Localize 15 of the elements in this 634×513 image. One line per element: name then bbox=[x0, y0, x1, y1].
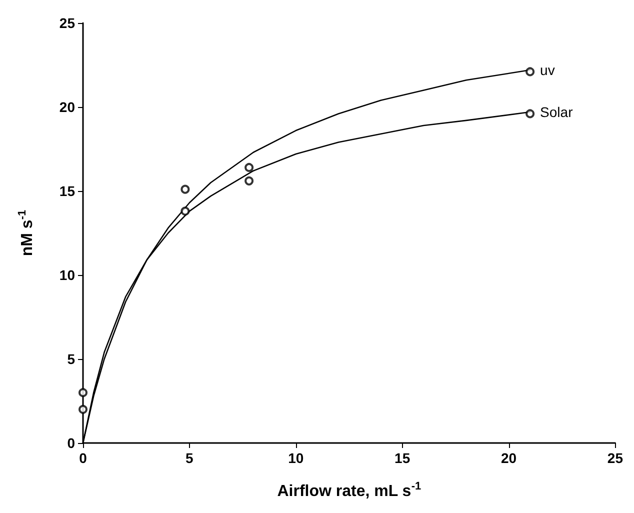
y-tick-label: 15 bbox=[59, 183, 76, 199]
series-label: uv bbox=[540, 62, 555, 78]
y-tick-label: 0 bbox=[67, 435, 76, 451]
x-tick-label: 15 bbox=[394, 450, 410, 466]
x-tick-label: 5 bbox=[186, 450, 194, 466]
y-tick-label: 10 bbox=[59, 267, 76, 283]
y-tick-label: 20 bbox=[59, 99, 76, 115]
y-tick-label: 25 bbox=[59, 15, 76, 31]
series-label: Solar bbox=[540, 104, 574, 120]
x-tick-label: 25 bbox=[607, 450, 624, 466]
x-tick-label: 0 bbox=[79, 450, 88, 466]
x-tick-label: 10 bbox=[288, 450, 304, 466]
y-axis-title: nM s-1 bbox=[16, 210, 36, 256]
x-tick-label: 20 bbox=[500, 450, 517, 466]
y-tick-label: 5 bbox=[67, 351, 76, 367]
